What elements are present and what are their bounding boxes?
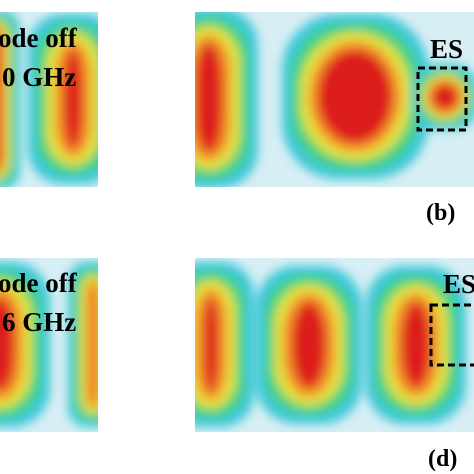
region-label: ES [430,34,463,64]
field-panel [195,258,474,432]
field-region [204,298,218,391]
field-map [195,12,474,187]
field-panel [0,12,98,187]
es-box [429,303,474,367]
panel-tag: (b) [426,200,455,226]
field-region [0,298,14,391]
field-map [0,262,98,427]
field-region [92,286,94,403]
field-region [402,302,430,388]
field-region [64,50,82,148]
field-region [432,84,458,110]
panel-tag: (d) [428,446,457,472]
region-label: ES [443,269,474,299]
panel-label: 0 GHz [2,62,76,92]
field-region [318,50,392,143]
field-region [292,302,326,388]
field-region [0,27,5,173]
panel-label: ode off [0,268,78,298]
field-panel [0,258,98,432]
field-map [195,262,466,427]
panel-label: 6 GHz [2,307,76,337]
field-region [196,44,222,152]
es-box [416,66,468,132]
field-map [0,12,98,187]
field-panel [195,12,474,187]
panel-label: ode off [0,23,78,53]
